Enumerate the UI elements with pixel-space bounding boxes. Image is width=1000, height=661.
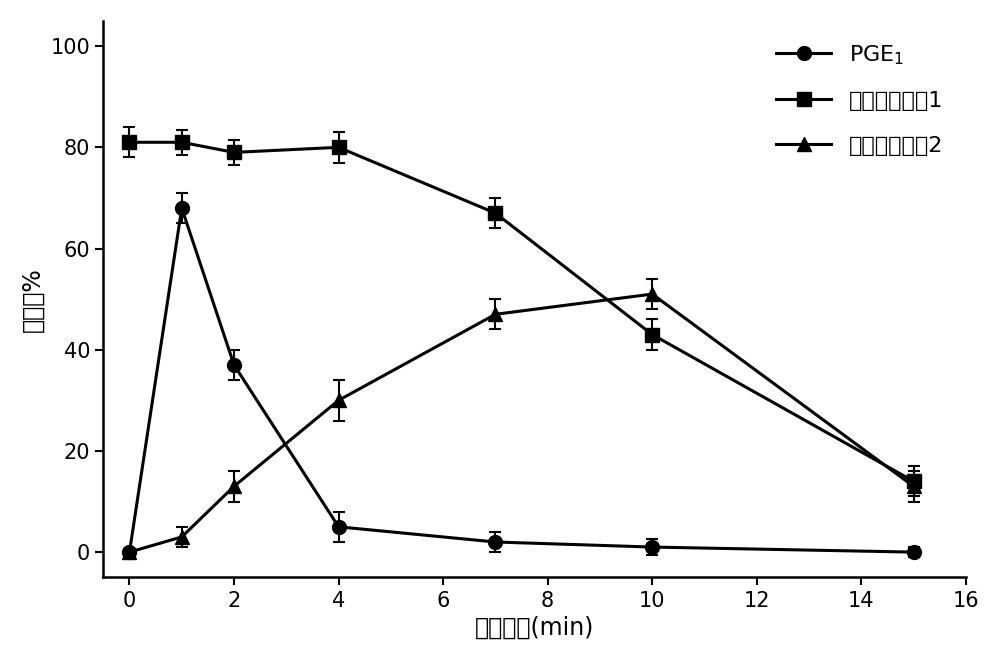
X-axis label: 孵育时间(min): 孵育时间(min)	[475, 616, 594, 640]
Legend: $\mathregular{PGE_1}$, 实施例化合甩1, 实施例化合甩2: $\mathregular{PGE_1}$, 实施例化合甩1, 实施例化合甩2	[765, 32, 955, 167]
Y-axis label: 抑制率%: 抑制率%	[21, 267, 45, 332]
